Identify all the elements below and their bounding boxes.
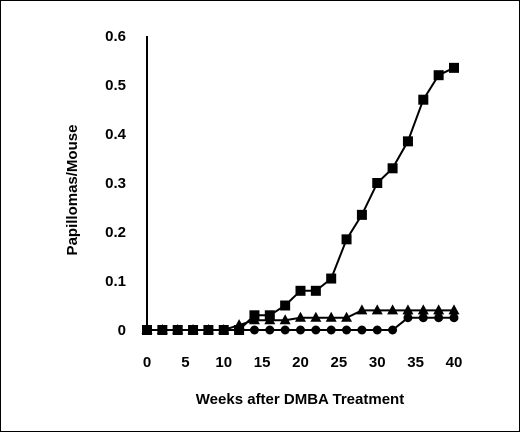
square-point	[188, 325, 199, 335]
x-tick-label: 25	[331, 354, 348, 371]
triangle-point	[356, 304, 368, 315]
square-point	[433, 70, 444, 81]
circle-point	[388, 325, 398, 335]
square-point	[449, 62, 459, 73]
x-tick-label: 5	[181, 354, 189, 371]
square-point	[280, 300, 291, 311]
x-tick-label: 20	[292, 354, 309, 371]
y-tick-label: 0.1	[105, 273, 126, 290]
square-point	[172, 325, 183, 335]
circle-point	[403, 313, 413, 323]
y-tick-label: 0.4	[105, 126, 127, 143]
y-tick-label: 0.5	[105, 77, 126, 94]
triangle-point	[295, 311, 306, 322]
square-point	[326, 273, 337, 284]
x-tick-label: 30	[369, 354, 386, 371]
triangle-point	[341, 311, 353, 322]
square-point	[157, 325, 168, 335]
circle-point	[265, 325, 275, 335]
circle-point	[418, 313, 428, 323]
square-point	[387, 163, 398, 174]
circle-point	[249, 325, 259, 335]
series-square	[142, 62, 459, 335]
y-tick-label: 0.3	[105, 175, 126, 192]
square-point	[310, 285, 321, 296]
data-series	[141, 62, 460, 335]
square-point	[249, 310, 260, 321]
square-point	[234, 325, 245, 335]
y-tick-labels: 0 0.1 0.2 0.3 0.4 0.5 0.6	[105, 28, 127, 339]
y-tick-label: 0.6	[105, 28, 126, 45]
x-axis-title: Weeks after DMBA Treatment	[196, 391, 404, 408]
y-tick-label: 0	[118, 322, 126, 339]
y-tick-label: 0.2	[105, 224, 126, 241]
triangle-point	[325, 311, 337, 322]
square-point	[356, 209, 367, 220]
circle-point	[311, 325, 321, 335]
triangle-point	[433, 304, 445, 315]
triangle-point	[417, 304, 429, 315]
square-point	[418, 94, 429, 105]
triangle-point	[279, 314, 291, 325]
triangle-point	[402, 304, 414, 315]
circle-point	[449, 313, 459, 323]
square-point	[295, 285, 306, 296]
y-axis-title: Papillomas/Mouse	[64, 125, 81, 256]
circle-point	[372, 325, 382, 335]
square-point	[402, 136, 413, 147]
x-tick-label: 15	[254, 354, 271, 371]
x-tick-label: 0	[143, 354, 151, 371]
square-point	[142, 325, 152, 335]
triangle-point	[371, 304, 383, 315]
triangle-point	[448, 304, 460, 315]
square-point	[372, 178, 383, 188]
circle-point	[326, 325, 336, 335]
x-tick-label: 35	[407, 354, 424, 371]
square-point	[218, 325, 229, 335]
circle-point	[280, 325, 290, 335]
square-point	[203, 325, 214, 335]
square-point	[341, 234, 352, 245]
triangle-point	[387, 304, 399, 315]
x-tick-labels: 0 5 10 15 20 25 30 35 40	[143, 354, 463, 371]
x-tick-label: 40	[446, 354, 463, 371]
circle-point	[342, 325, 352, 335]
square-point	[264, 310, 275, 321]
x-tick-label: 10	[215, 354, 232, 371]
circle-point	[296, 325, 305, 335]
circle-point	[434, 313, 444, 323]
triangle-point	[310, 311, 322, 322]
circle-point	[357, 325, 367, 335]
